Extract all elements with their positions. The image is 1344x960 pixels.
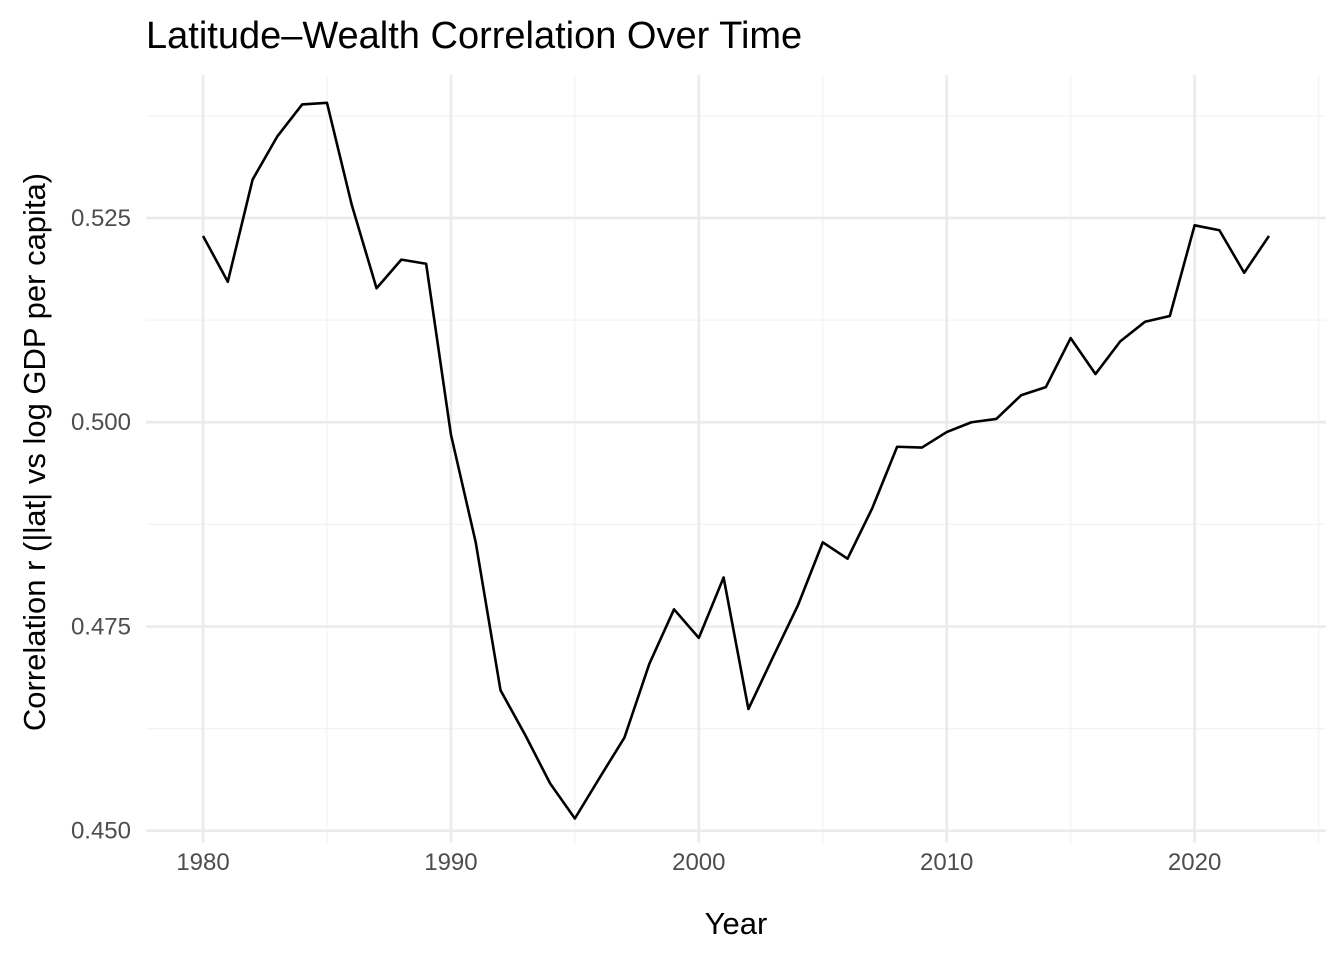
- x-axis-tick-labels: 1980 1990 2000 2010 2020: [176, 849, 1221, 876]
- x-tick-label: 2020: [1168, 849, 1221, 876]
- y-tick-label: 0.450: [71, 818, 131, 845]
- y-tick-label: 0.500: [71, 409, 131, 436]
- x-tick-label: 2000: [672, 849, 725, 876]
- x-axis-title: Year: [705, 906, 768, 941]
- y-axis-title: Correlation r (|lat| vs log GDP per capi…: [17, 173, 52, 731]
- x-tick-label: 1990: [424, 849, 477, 876]
- y-tick-label: 0.475: [71, 613, 131, 640]
- y-tick-label: 0.525: [71, 205, 131, 232]
- y-axis-tick-labels: 0.450 0.475 0.500 0.525: [71, 205, 131, 845]
- series-group: [201, 101, 1271, 820]
- chart-title: Latitude–Wealth Correlation Over Time: [146, 15, 802, 57]
- correlation-series-line: [201, 101, 1271, 820]
- x-tick-label: 1980: [176, 849, 229, 876]
- major-gridlines: [146, 75, 1326, 843]
- minor-gridlines: [146, 75, 1326, 843]
- x-tick-label: 2010: [920, 849, 973, 876]
